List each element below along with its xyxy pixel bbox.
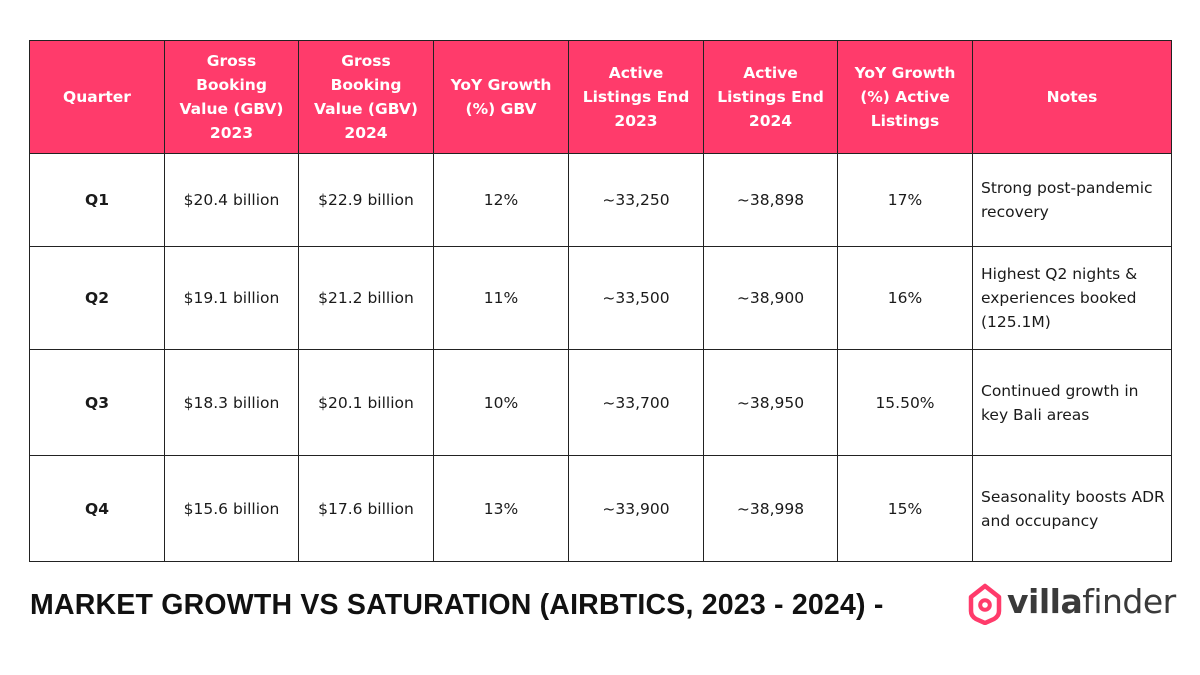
header-yoy-listings: YoY Growth (%) Active Listings: [837, 40, 973, 154]
notes-cell: Continued growth in key Bali areas: [972, 349, 1172, 456]
logo-wordmark: villafinder: [1007, 584, 1176, 620]
notes-cell: Highest Q2 nights & experiences booked (…: [972, 246, 1172, 350]
yoy-gbv-cell: 11%: [433, 246, 569, 350]
table-row: Q2 $19.1 billion $21.2 billion 11% ~33,5…: [29, 246, 1172, 350]
header-notes: Notes: [972, 40, 1172, 154]
notes-cell: Strong post-pandemic recovery: [972, 153, 1172, 247]
market-growth-table: Quarter Gross Booking Value (GBV) 2023 G…: [29, 40, 1172, 562]
gbv-2024-cell: $22.9 billion: [298, 153, 434, 247]
header-gbv-2024: Gross Booking Value (GBV) 2024: [298, 40, 434, 154]
gbv-2023-cell: $19.1 billion: [164, 246, 299, 350]
table-header-row: Quarter Gross Booking Value (GBV) 2023 G…: [29, 40, 1172, 154]
logo-finder-text: finder: [1082, 582, 1176, 621]
page-title: MARKET GROWTH VS SATURATION (AIRBTICS, 2…: [30, 589, 884, 621]
gbv-2024-cell: $17.6 billion: [298, 455, 434, 562]
listings-2024-cell: ~38,900: [703, 246, 838, 350]
quarter-cell: Q2: [29, 246, 165, 350]
yoy-gbv-cell: 12%: [433, 153, 569, 247]
notes-cell: Seasonality boosts ADR and occupancy: [972, 455, 1172, 562]
data-table-container: Quarter Gross Booking Value (GBV) 2023 G…: [29, 40, 1172, 562]
villafinder-logo: villafinder: [967, 583, 1176, 625]
listings-2024-cell: ~38,998: [703, 455, 838, 562]
table-row: Q4 $15.6 billion $17.6 billion 13% ~33,9…: [29, 455, 1172, 562]
listings-2023-cell: ~33,500: [568, 246, 704, 350]
listings-2024-cell: ~38,950: [703, 349, 838, 456]
listings-2023-cell: ~33,900: [568, 455, 704, 562]
logo-villa-text: villa: [1007, 582, 1083, 621]
yoy-gbv-cell: 10%: [433, 349, 569, 456]
quarter-cell: Q3: [29, 349, 165, 456]
quarter-cell: Q1: [29, 153, 165, 247]
gbv-2023-cell: $15.6 billion: [164, 455, 299, 562]
header-quarter: Quarter: [29, 40, 165, 154]
house-pin-icon: [967, 583, 1003, 625]
gbv-2023-cell: $18.3 billion: [164, 349, 299, 456]
yoy-listings-cell: 16%: [837, 246, 973, 350]
yoy-listings-cell: 15%: [837, 455, 973, 562]
table-row: Q1 $20.4 billion $22.9 billion 12% ~33,2…: [29, 153, 1172, 247]
yoy-listings-cell: 15.50%: [837, 349, 973, 456]
gbv-2024-cell: $21.2 billion: [298, 246, 434, 350]
listings-2023-cell: ~33,700: [568, 349, 704, 456]
header-listings-2024: Active Listings End 2024: [703, 40, 838, 154]
listings-2024-cell: ~38,898: [703, 153, 838, 247]
quarter-cell: Q4: [29, 455, 165, 562]
gbv-2023-cell: $20.4 billion: [164, 153, 299, 247]
table-row: Q3 $18.3 billion $20.1 billion 10% ~33,7…: [29, 349, 1172, 456]
header-yoy-gbv: YoY Growth (%) GBV: [433, 40, 569, 154]
yoy-listings-cell: 17%: [837, 153, 973, 247]
yoy-gbv-cell: 13%: [433, 455, 569, 562]
header-gbv-2023: Gross Booking Value (GBV) 2023: [164, 40, 299, 154]
listings-2023-cell: ~33,250: [568, 153, 704, 247]
header-listings-2023: Active Listings End 2023: [568, 40, 704, 154]
gbv-2024-cell: $20.1 billion: [298, 349, 434, 456]
